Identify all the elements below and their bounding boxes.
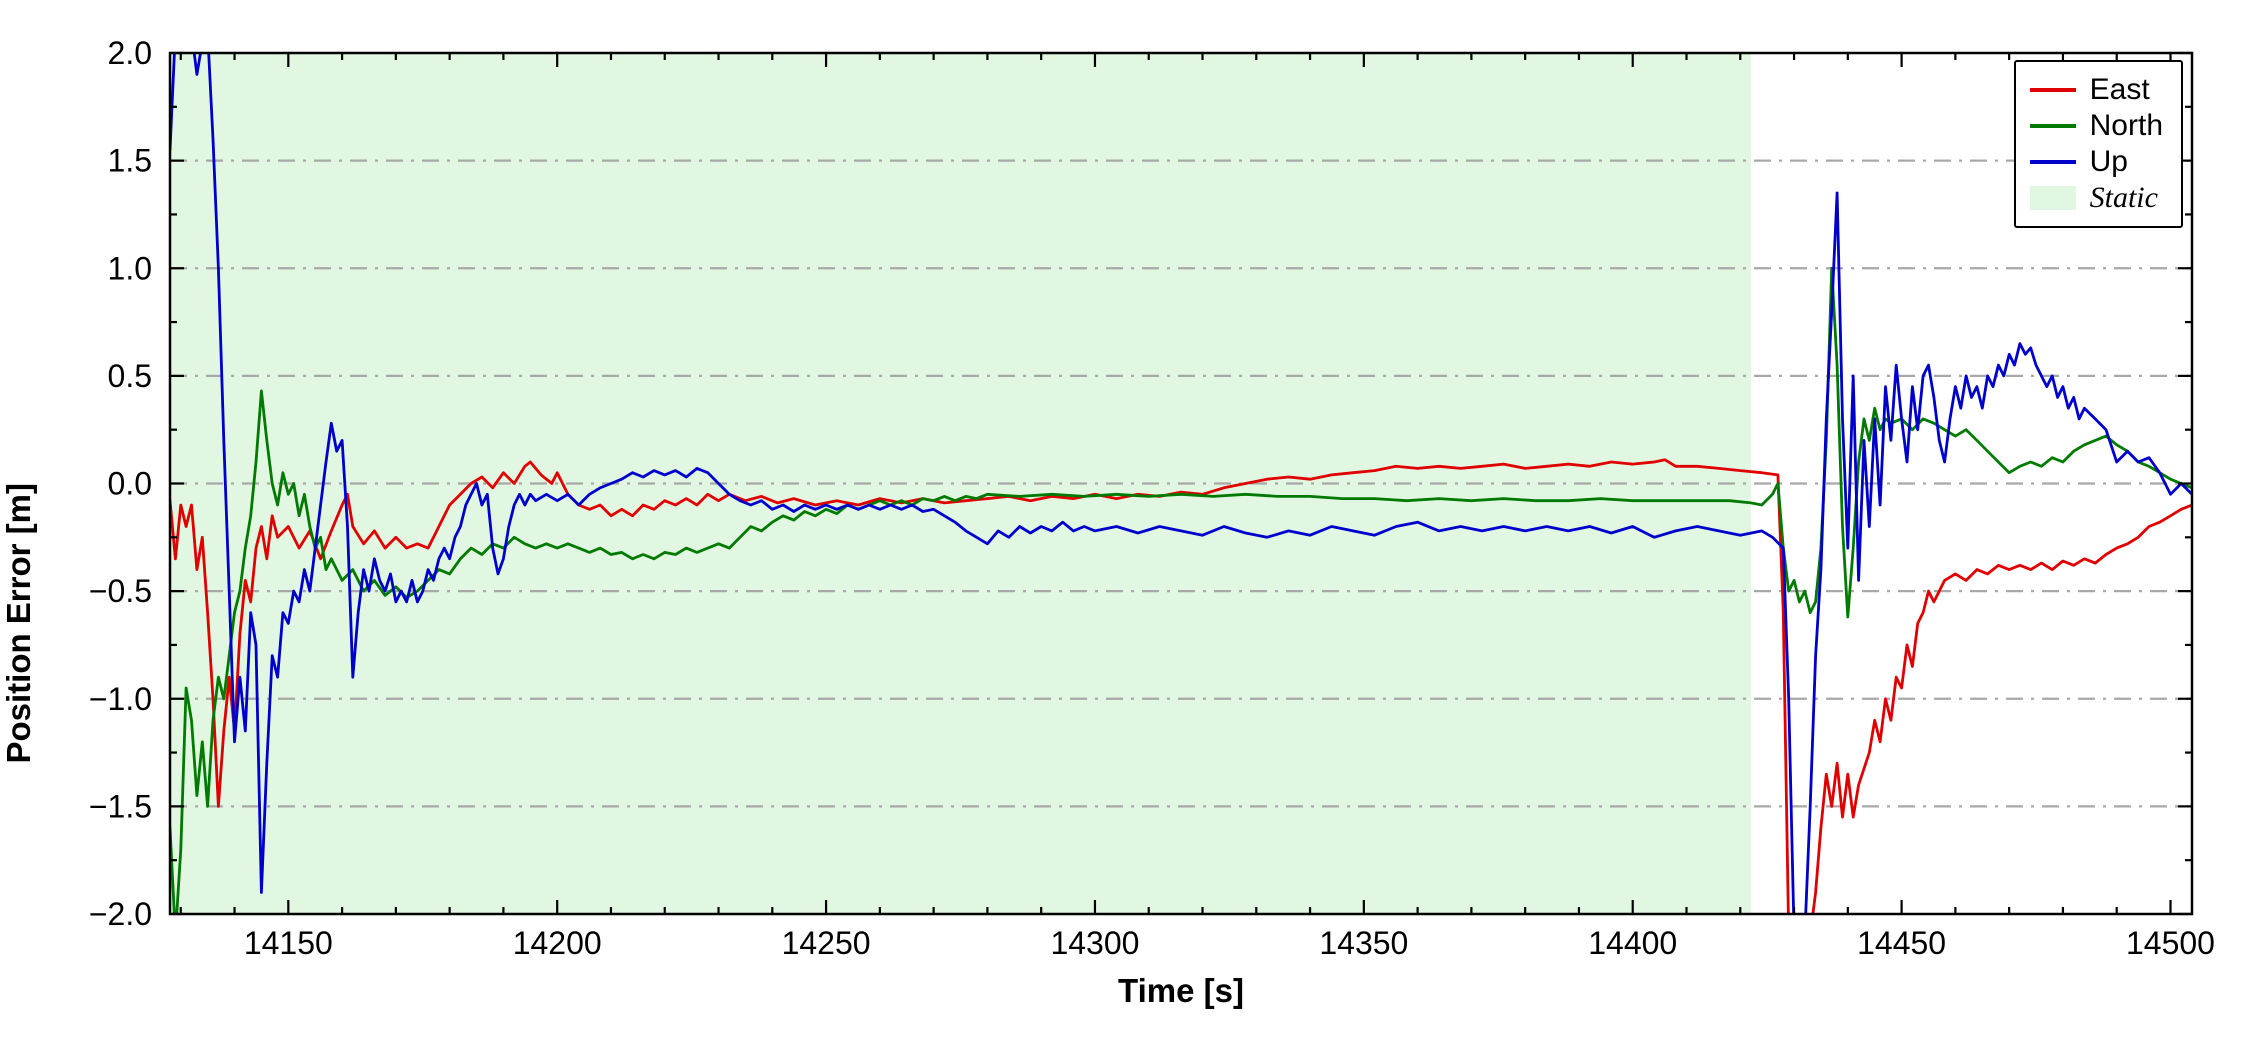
legend-item-north: North bbox=[2029, 108, 2163, 144]
x-tick-label: 14200 bbox=[513, 925, 602, 961]
y-tick-label: 2.0 bbox=[108, 35, 152, 71]
y-tick-label: −1.5 bbox=[89, 788, 152, 824]
east-line-swatch bbox=[2029, 88, 2076, 92]
x-tick-label: 14350 bbox=[1319, 925, 1408, 961]
x-tick-label: 14150 bbox=[244, 925, 333, 961]
up-line-swatch bbox=[2029, 160, 2076, 164]
x-tick-label: 14300 bbox=[1050, 925, 1139, 961]
series-up bbox=[170, 53, 2192, 914]
y-tick-label: 0.0 bbox=[108, 466, 152, 502]
y-tick-label: 1.0 bbox=[108, 250, 152, 286]
legend-item-east: East bbox=[2029, 72, 2163, 108]
x-axis-label: Time [s] bbox=[1118, 972, 1244, 1009]
x-tick-label: 14250 bbox=[782, 925, 871, 961]
y-tick-label: 0.5 bbox=[108, 358, 152, 394]
x-tick-label: 14450 bbox=[1857, 925, 1946, 961]
legend-label-north: North bbox=[2089, 109, 2163, 142]
y-tick-label: −2.0 bbox=[89, 896, 152, 932]
x-tick-label: 14500 bbox=[2126, 925, 2215, 961]
north-line-swatch bbox=[2029, 124, 2076, 128]
static-region-swatch bbox=[2029, 186, 2076, 210]
y-tick-label: 1.5 bbox=[108, 143, 152, 179]
legend: East North Up Static bbox=[2013, 60, 2183, 228]
legend-item-up: Up bbox=[2029, 144, 2163, 180]
legend-label-up: Up bbox=[2089, 145, 2128, 178]
x-tick-label: 14400 bbox=[1588, 925, 1677, 961]
legend-item-static: Static bbox=[2029, 180, 2163, 216]
y-tick-label: −0.5 bbox=[89, 573, 152, 609]
y-tick-label: −1.0 bbox=[89, 681, 152, 717]
legend-label-static: Static bbox=[2089, 181, 2158, 214]
legend-label-east: East bbox=[2089, 73, 2150, 106]
